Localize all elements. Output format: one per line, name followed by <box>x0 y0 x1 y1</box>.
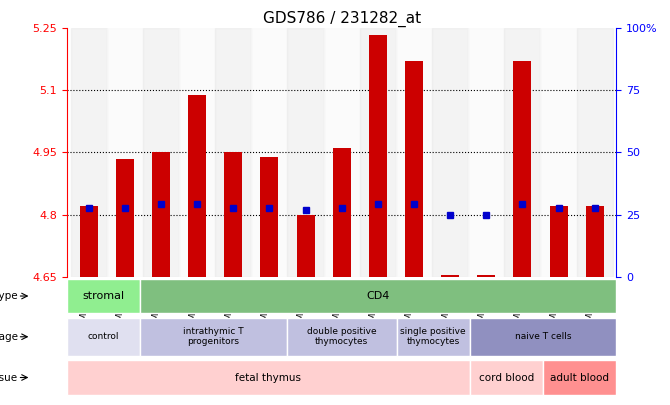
FancyBboxPatch shape <box>470 318 616 356</box>
Bar <box>251 28 287 277</box>
Bar <box>143 28 179 277</box>
FancyBboxPatch shape <box>140 279 616 313</box>
Bar <box>287 28 324 277</box>
Text: fetal thymus: fetal thymus <box>235 373 302 382</box>
FancyBboxPatch shape <box>397 318 470 356</box>
Bar <box>80 206 98 277</box>
Bar <box>297 215 315 277</box>
Bar <box>477 275 495 277</box>
Bar <box>577 28 613 277</box>
Bar <box>505 28 541 277</box>
Bar <box>188 94 206 277</box>
Bar <box>432 28 468 277</box>
Text: intrathymic T
progenitors: intrathymic T progenitors <box>183 327 244 346</box>
Bar <box>405 62 423 277</box>
Bar <box>215 28 251 277</box>
Title: GDS786 / 231282_at: GDS786 / 231282_at <box>263 11 421 27</box>
FancyBboxPatch shape <box>67 279 140 313</box>
Text: cord blood: cord blood <box>479 373 534 382</box>
FancyBboxPatch shape <box>140 318 287 356</box>
Text: double positive
thymocytes: double positive thymocytes <box>307 327 377 346</box>
FancyBboxPatch shape <box>470 360 543 395</box>
Bar <box>586 206 604 277</box>
Bar <box>70 28 107 277</box>
Bar <box>107 28 143 277</box>
Bar <box>541 28 577 277</box>
Bar <box>261 157 279 277</box>
FancyBboxPatch shape <box>67 318 140 356</box>
Text: tissue: tissue <box>0 373 17 382</box>
Bar <box>396 28 432 277</box>
Text: naive T cells: naive T cells <box>515 332 572 341</box>
Bar <box>513 62 531 277</box>
Bar <box>441 275 459 277</box>
Bar <box>152 153 170 277</box>
Text: control: control <box>88 332 119 341</box>
Text: cell type: cell type <box>0 291 17 301</box>
Text: CD4: CD4 <box>366 291 390 301</box>
Bar <box>369 34 387 277</box>
FancyBboxPatch shape <box>543 360 616 395</box>
Bar <box>549 206 567 277</box>
Bar <box>179 28 215 277</box>
Text: development stage: development stage <box>0 332 17 342</box>
Text: single positive
thymocytes: single positive thymocytes <box>401 327 466 346</box>
Bar <box>116 159 134 277</box>
FancyBboxPatch shape <box>67 360 470 395</box>
Bar <box>468 28 505 277</box>
Bar <box>333 148 350 277</box>
FancyBboxPatch shape <box>287 318 397 356</box>
Bar <box>360 28 396 277</box>
Bar <box>324 28 360 277</box>
Text: stromal: stromal <box>82 291 125 301</box>
Text: adult blood: adult blood <box>550 373 609 382</box>
Bar <box>224 153 243 277</box>
